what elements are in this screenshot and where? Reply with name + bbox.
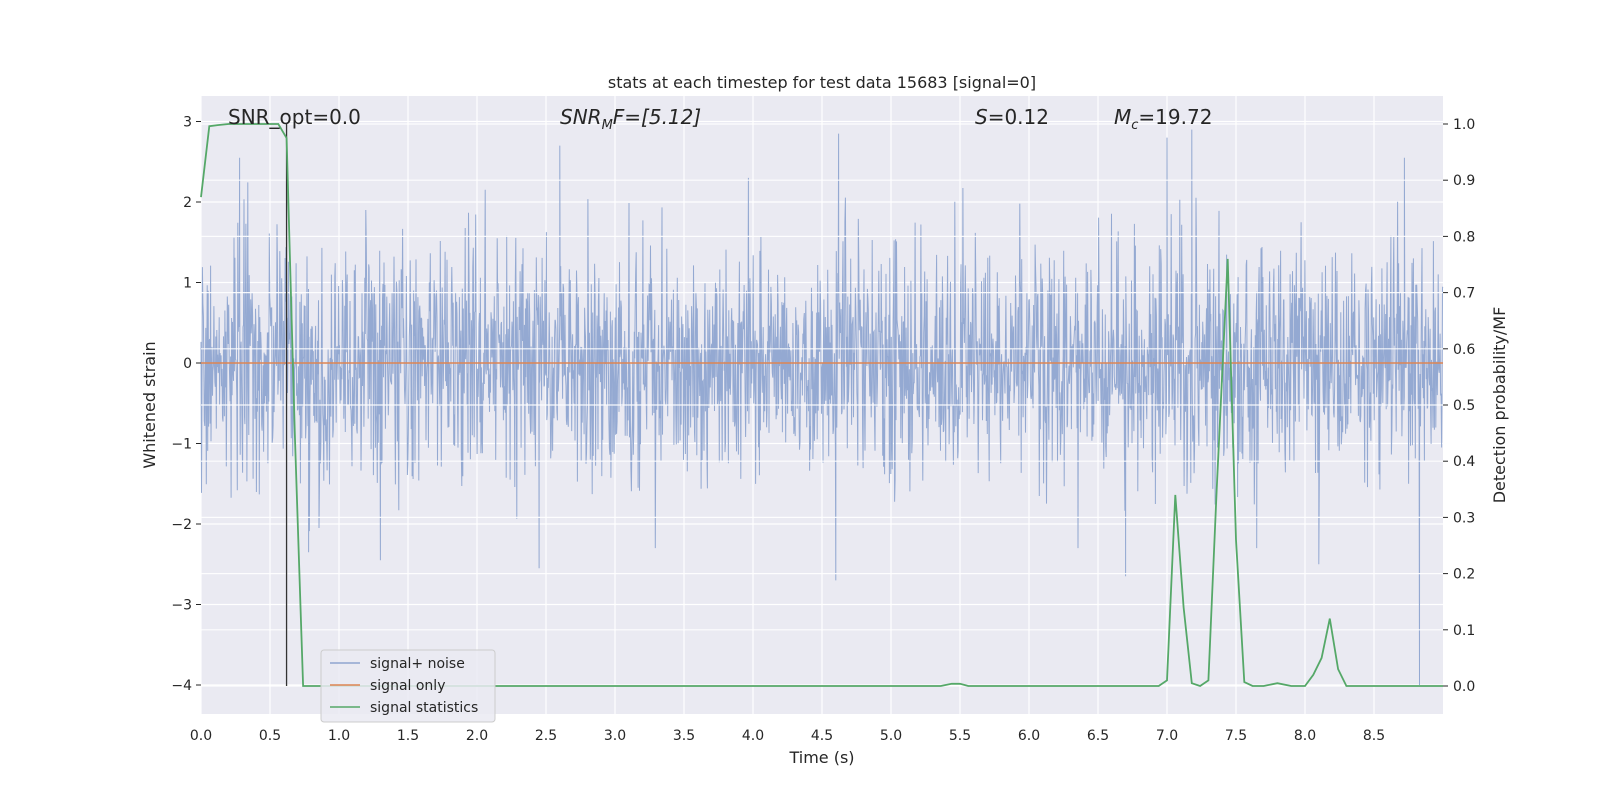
x-tick-label: 0.5 bbox=[259, 728, 281, 744]
right-tick-label: 0.2 bbox=[1453, 567, 1475, 583]
mc-annotation: Mc=19.72 bbox=[1114, 105, 1212, 133]
x-tick-label: 5.5 bbox=[949, 728, 971, 744]
signal-noise-series bbox=[200, 129, 1444, 686]
x-axis-label: Time (s) bbox=[788, 748, 854, 767]
right-tick-label: 0.5 bbox=[1453, 398, 1475, 414]
y-tick-label: −2 bbox=[171, 517, 192, 533]
right-tick-label: 0.7 bbox=[1453, 286, 1475, 302]
right-y-axis-ticks: 1.0 0.9 0.8 0.7 0.6 0.5 0.4 0.3 0.2 0.1 0.0 bbox=[1443, 117, 1475, 695]
legend: signal+ noise signal only signal statist… bbox=[320, 649, 496, 723]
y-tick-label: 2 bbox=[183, 195, 192, 211]
s-annotation: S=0.12 bbox=[975, 105, 1049, 129]
right-tick-label: 0.4 bbox=[1453, 454, 1475, 470]
y-tick-label: 3 bbox=[183, 115, 192, 131]
x-tick-label: 8.0 bbox=[1294, 728, 1316, 744]
signal-noise-line bbox=[200, 129, 1444, 686]
snr-mf-annotation: SNRMF=[5.12] bbox=[560, 105, 701, 133]
x-tick-label: 1.0 bbox=[328, 728, 350, 744]
snr-opt-annotation: SNR_opt=0.0 bbox=[228, 105, 361, 129]
x-tick-label: 6.5 bbox=[1087, 728, 1109, 744]
y-tick-label: −4 bbox=[171, 678, 192, 694]
right-tick-label: 0.1 bbox=[1453, 623, 1475, 639]
x-tick-label: 7.5 bbox=[1225, 728, 1247, 744]
x-axis-ticks: 0.0 0.5 1.0 1.5 2.0 2.5 3.0 3.5 4.0 4.5 5.0 5.5 6.0 6… bbox=[190, 728, 1385, 744]
x-tick-label: 2.0 bbox=[466, 728, 488, 744]
y-tick-label: 0 bbox=[183, 356, 192, 372]
legend-label-stats: signal statistics bbox=[370, 700, 478, 716]
right-tick-label: 0.6 bbox=[1453, 342, 1475, 358]
signal-statistics-series bbox=[200, 123, 1443, 687]
right-tick-label: 0.3 bbox=[1453, 510, 1475, 526]
x-tick-label: 5.0 bbox=[880, 728, 902, 744]
x-tick-label: 8.5 bbox=[1363, 728, 1385, 744]
x-tick-label: 3.5 bbox=[673, 728, 695, 744]
y-tick-label: 1 bbox=[183, 276, 192, 292]
right-tick-label: 1.0 bbox=[1453, 117, 1475, 133]
legend-label-signal: signal only bbox=[370, 678, 445, 694]
y-tick-label: −1 bbox=[171, 437, 192, 453]
right-y-axis-label: Detection probability/MF bbox=[1490, 307, 1509, 504]
left-y-axis-ticks: 3 2 1 0 −1 −2 −3 −4 bbox=[171, 115, 201, 694]
x-tick-label: 4.0 bbox=[742, 728, 764, 744]
x-tick-label: 3.0 bbox=[604, 728, 626, 744]
right-tick-label: 0.0 bbox=[1453, 679, 1475, 695]
right-tick-label: 0.8 bbox=[1453, 229, 1475, 245]
x-tick-label: 0.0 bbox=[190, 728, 212, 744]
x-tick-label: 4.5 bbox=[811, 728, 833, 744]
x-tick-label: 1.5 bbox=[397, 728, 419, 744]
legend-box bbox=[320, 649, 496, 723]
right-tick-label: 0.9 bbox=[1453, 173, 1475, 189]
chart-title: stats at each timestep for test data 156… bbox=[608, 73, 1036, 92]
legend-label-noise: signal+ noise bbox=[370, 656, 465, 672]
x-tick-label: 2.5 bbox=[535, 728, 557, 744]
y-tick-label: −3 bbox=[171, 598, 192, 614]
left-y-axis-label: Whitened strain bbox=[140, 341, 159, 468]
signal-statistics-line bbox=[200, 123, 1443, 687]
x-tick-label: 6.0 bbox=[1018, 728, 1040, 744]
x-tick-label: 7.0 bbox=[1156, 728, 1178, 744]
